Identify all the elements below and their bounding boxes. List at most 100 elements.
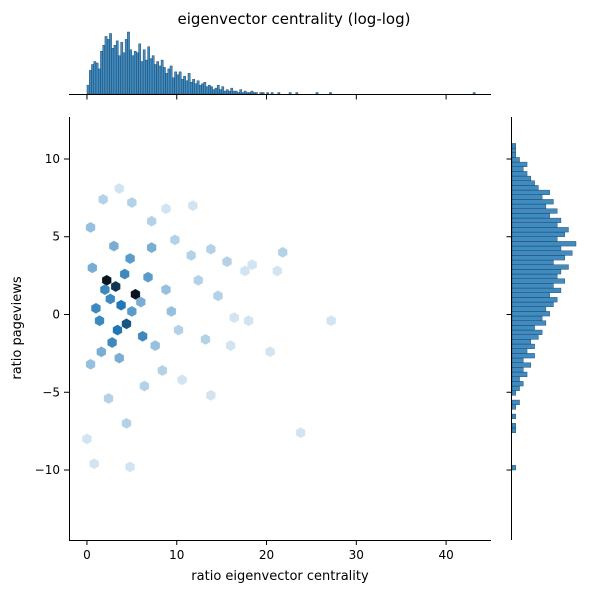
x-marginal-bar xyxy=(149,58,153,95)
hexbin xyxy=(109,240,119,252)
hexbin xyxy=(143,271,153,283)
hexbin xyxy=(125,253,135,264)
hexbin xyxy=(265,346,275,358)
y-marginal-bar xyxy=(511,353,535,359)
x-marginal-bar xyxy=(205,86,209,95)
hexbin xyxy=(103,393,114,404)
x-axis-ticks: 0 10 20 30 40 xyxy=(83,540,454,562)
hexbin xyxy=(278,246,288,258)
x-marginal-bar xyxy=(136,52,139,95)
hexbin xyxy=(91,302,101,314)
x-marginal-bar xyxy=(192,79,195,95)
y-marginal-bar xyxy=(511,287,562,293)
y-marginal-bar xyxy=(511,157,520,163)
x-marginal-bar xyxy=(129,49,133,95)
y-marginal-bar xyxy=(511,329,543,335)
hexbin xyxy=(222,256,232,268)
hexbin xyxy=(87,262,97,274)
y-marginal-bar xyxy=(511,236,558,242)
y-marginal-bar xyxy=(511,227,569,233)
x-marginal-bar xyxy=(178,71,182,95)
y-marginal-bar xyxy=(511,185,539,191)
y-marginal-bar xyxy=(511,199,554,205)
x-marginal-bar xyxy=(111,48,115,95)
x-marginal-bar xyxy=(230,87,234,95)
x-marginal-bar xyxy=(210,86,213,95)
hexbin xyxy=(100,284,110,295)
y-marginal-bar xyxy=(511,203,547,209)
x-marginal-bar xyxy=(140,61,144,95)
hexbin xyxy=(243,315,254,327)
y-marginal-ticks xyxy=(506,158,512,471)
y-marginal-bar xyxy=(511,343,535,349)
x-marginal-bar xyxy=(190,81,193,95)
x-marginal-bar xyxy=(250,90,254,95)
y-marginal-bar xyxy=(511,259,554,265)
y-marginal-bar xyxy=(511,278,565,284)
x-marginal-bar xyxy=(142,49,146,95)
y-marginal-bar xyxy=(511,255,565,261)
y-marginal-bar xyxy=(511,399,520,405)
hexbin xyxy=(112,324,123,336)
x-marginal-bar xyxy=(472,92,476,95)
x-marginal-bar xyxy=(237,92,240,95)
y-marginal-bar xyxy=(511,180,535,186)
x-marginal-bar xyxy=(91,64,94,95)
x-marginal-bar xyxy=(147,46,151,95)
hexbin xyxy=(206,243,216,255)
x-marginal-bar xyxy=(248,92,252,95)
x-marginal-bar xyxy=(145,59,148,95)
y-marginal-bar xyxy=(511,208,558,214)
y-marginal-bar xyxy=(511,339,532,345)
hexbin-plot xyxy=(82,183,336,473)
y-marginal-bar xyxy=(511,427,516,433)
hexbin xyxy=(177,374,187,386)
x-marginal-bar xyxy=(221,86,225,95)
y-marginal-bar xyxy=(511,273,558,279)
hexbin xyxy=(82,433,92,445)
hexbin xyxy=(89,458,99,470)
x-marginal-bar xyxy=(156,61,159,95)
hexbin xyxy=(116,299,126,311)
x-marginal-bar xyxy=(100,50,103,95)
x-marginal-bar xyxy=(219,89,222,95)
y-marginal-bar xyxy=(511,381,524,387)
y-marginal-bar xyxy=(511,213,550,219)
y-tick-label: −10 xyxy=(35,463,60,477)
hexbin xyxy=(98,194,108,205)
x-marginal-bar xyxy=(243,90,247,95)
y-marginal-bar xyxy=(511,171,528,177)
hexbin xyxy=(225,340,236,351)
y-marginal-bar xyxy=(511,413,516,419)
y-marginal-bar xyxy=(511,465,516,471)
hexbin xyxy=(96,346,106,358)
x-marginal-bar xyxy=(255,92,258,95)
x-marginal-bar xyxy=(102,45,106,95)
x-tick-label: 20 xyxy=(259,548,274,562)
y-marginal-bar xyxy=(511,390,516,396)
x-marginal-bar xyxy=(214,87,218,95)
x-marginal-bar xyxy=(232,90,236,95)
y-marginal-bar xyxy=(511,385,520,391)
hexbin xyxy=(166,306,177,317)
x-marginal-bar xyxy=(252,92,256,95)
hexbin xyxy=(121,417,132,429)
x-marginal-bar xyxy=(160,59,164,95)
hexbin xyxy=(114,183,124,194)
x-marginal-bar xyxy=(228,90,231,95)
x-marginal-bar xyxy=(216,84,220,95)
x-marginal-ticks xyxy=(86,94,447,100)
y-axis-ticks: −10 −5 0 5 10 xyxy=(35,152,69,477)
x-marginal-bar xyxy=(174,71,177,95)
x-marginal-bar xyxy=(109,33,112,95)
hexbin xyxy=(247,259,257,271)
y-marginal-bar xyxy=(511,325,535,331)
y-marginal-bar xyxy=(511,189,550,195)
y-marginal-bar xyxy=(511,222,558,228)
y-marginal-bar xyxy=(511,147,516,153)
hexbin xyxy=(94,315,105,327)
hexbin xyxy=(139,380,150,392)
hexbin xyxy=(193,274,203,286)
hexbin xyxy=(120,268,130,280)
y-marginal-bar xyxy=(511,334,539,340)
